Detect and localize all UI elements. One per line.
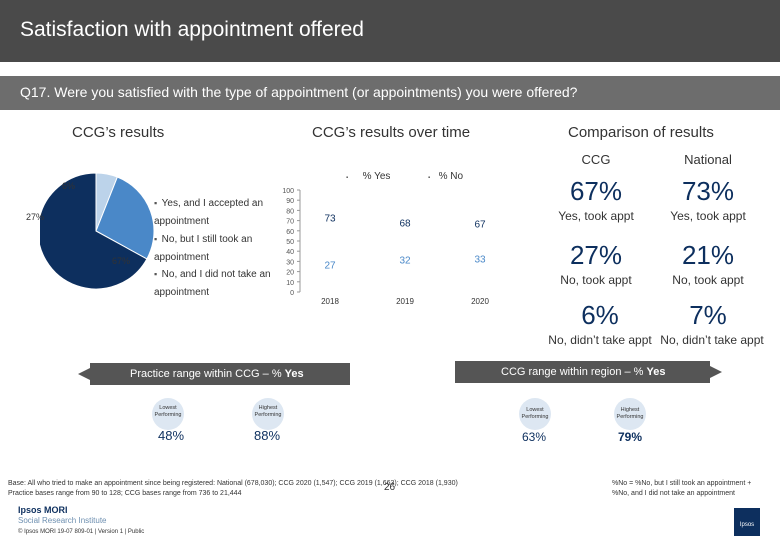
practice-lowest-label: Lowest Performing — [154, 405, 182, 418]
data-label-yes: 68 — [399, 219, 411, 230]
comparison-title: Comparison of results — [568, 124, 714, 141]
ipsos-logo-icon: Ipsos — [734, 508, 760, 536]
y-tick-label: 70 — [286, 219, 294, 226]
bullet-icon: ▪ — [154, 234, 158, 244]
ccg-results-title: CCG’s results — [72, 124, 165, 141]
comparison-national-no-took: 21% — [681, 240, 735, 270]
x-tick-label: 2018 — [321, 297, 339, 306]
practice-lowest-value: 48% — [158, 428, 185, 443]
page-title: Satisfaction with appointment offered — [20, 18, 364, 41]
practice-banner-arrow — [78, 363, 100, 385]
y-tick-label: 20 — [286, 270, 294, 277]
donut-label-yes: 67% — [112, 256, 131, 266]
region-lowest-label: Lowest Performing — [521, 407, 549, 420]
sri-logo: Social Research Institute — [18, 516, 107, 525]
comparison-ccg-no-not-take-label: No, didn’t take appt — [548, 333, 652, 347]
y-tick-label: 40 — [286, 249, 294, 256]
data-label-no: 33 — [474, 254, 486, 265]
legend-item-no-still-took: ▪ No, but I still took an appointment — [154, 234, 253, 263]
data-label-no: 32 — [399, 255, 411, 266]
donut-slice-0 — [40, 172, 148, 290]
region-lowest-value: 63% — [522, 430, 547, 444]
bullet-icon: ▪ — [154, 198, 158, 208]
question-text: Q17. Were you satisfied with the type of… — [20, 84, 578, 100]
data-label-no: 27 — [324, 260, 336, 271]
practice-range-banner: Practice range within CCG – % Yes — [90, 363, 350, 385]
comparison-ccg-yes-label: Yes, took appt — [558, 209, 634, 223]
comparison-national-no-not-take-label: No, didn’t take appt — [660, 333, 764, 347]
ccg-over-time-title: CCG’s results over time — [312, 124, 471, 141]
data-label-yes: 73 — [324, 214, 336, 225]
practice-highest-value: 88% — [254, 428, 281, 443]
lowest-circle — [152, 398, 184, 430]
x-tick-label: 2019 — [396, 297, 414, 306]
region-highest-label: Highest Performing — [616, 407, 644, 420]
comparison-ccg-no-not-take: 6% — [581, 300, 619, 330]
x-tick-label: 2020 — [471, 297, 489, 306]
comparison-national-no-took-label: No, took appt — [672, 273, 744, 287]
y-tick-label: 10 — [286, 280, 294, 287]
base-footnote: Base: All who tried to make an appointme… — [8, 480, 458, 497]
practice-range-gauge — [152, 398, 284, 430]
line-chart: 0 10 20 30 40 50 60 70 80 90 100 2018 2019 2020 73 68 67… — [282, 188, 489, 306]
comparison-national-no-not-take: 7% — [689, 300, 727, 330]
y-tick-label: 0 — [290, 290, 294, 297]
practice-highest-label: Highest Performing — [254, 405, 282, 418]
page-number: 26 — [384, 482, 396, 493]
no-definition-footnote: %No = %No, but I still took an appointme… — [612, 480, 752, 497]
legend-item-yes: ▪ Yes, and I accepted an appointment — [154, 198, 264, 227]
question-bar — [0, 76, 780, 110]
bullet-icon: ▪ — [154, 269, 158, 279]
lowest-circle — [519, 398, 551, 430]
comparison-ccg-no-took-label: No, took appt — [560, 273, 632, 287]
y-tick-label: 100 — [282, 188, 294, 195]
comparison-ccg-no-took: 27% — [569, 240, 623, 270]
region-range-banner: CCG range within region – % Yes — [455, 361, 710, 383]
comparison-national-yes: 73% — [681, 176, 735, 206]
title-bar — [0, 0, 780, 62]
line-legend-yes: ▪ % Yes — [346, 171, 391, 182]
highest-circle — [252, 398, 284, 430]
donut-label-no-did-not-take: 6% — [62, 181, 76, 191]
y-tick-label: 50 — [286, 239, 294, 246]
bullet-icon: ▪ — [346, 175, 349, 181]
data-label-yes: 67 — [474, 220, 486, 231]
bullet-icon: ▪ — [428, 175, 431, 181]
comparison-national-yes-label: Yes, took appt — [670, 209, 746, 223]
y-tick-label: 80 — [286, 208, 294, 215]
y-tick-label: 60 — [286, 229, 294, 236]
ipsos-mori-logo: Ipsos MORI — [18, 505, 68, 515]
comparison-ccg-yes: 67% — [569, 176, 623, 206]
region-range-gauge — [519, 398, 646, 430]
comparison-col-ccg: CCG — [581, 152, 611, 167]
y-tick-label: 90 — [286, 198, 294, 205]
line-legend-no: ▪ % No — [428, 171, 464, 182]
comparison-col-national: National — [684, 152, 732, 167]
legend-item-no-did-not-take: ▪ No, and I did not take an appointment — [154, 269, 271, 298]
donut-chart — [40, 172, 155, 290]
region-highest-value: 79% — [618, 430, 643, 444]
y-tick-label: 30 — [286, 259, 294, 266]
region-banner-arrow — [700, 361, 722, 383]
legal-text: © Ipsos MORI 19-07 809-01 | Version 1 | … — [18, 529, 145, 535]
donut-label-no-still-took: 27% — [26, 212, 45, 222]
highest-circle — [614, 398, 646, 430]
